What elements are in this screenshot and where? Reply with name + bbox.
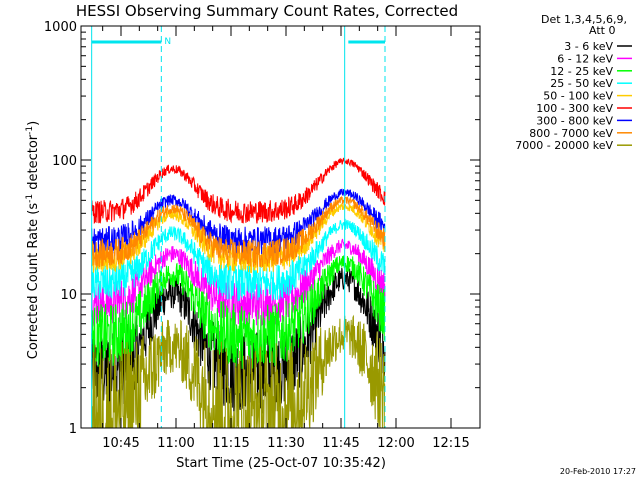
x-tick-label: 12:00: [377, 436, 414, 451]
legend-header: Det 1,3,4,5,6,9,: [541, 13, 627, 26]
series-line: [91, 157, 386, 224]
y-axis-label-part2: detector: [26, 134, 41, 194]
axes: 1 10 100 1000 10:45 11:00 11:15 11:30 11:45 12:00…: [44, 20, 481, 451]
legend-label: 3 - 6 keV: [564, 40, 613, 53]
series-line: [91, 188, 386, 255]
plot-frame: [80, 25, 481, 429]
legend-label: 12 - 25 keV: [550, 65, 613, 78]
y-tick-label: 1: [69, 422, 77, 437]
plot-area: [91, 157, 386, 428]
y-tick-label: 10: [60, 288, 77, 303]
legend-label: 25 - 50 keV: [550, 77, 613, 90]
y-axis-label-part3: ): [26, 121, 41, 126]
series-line: [91, 314, 386, 428]
chart-title: HESSI Observing Summary Count Rates, Cor…: [76, 2, 458, 20]
flag-overlay: N: [91, 26, 386, 428]
legend-label: 6 - 12 keV: [557, 52, 613, 65]
legend-label: 7000 - 20000 keV: [515, 139, 613, 152]
y-tick-label: 100: [52, 154, 77, 169]
x-tick-label: 11:30: [267, 436, 304, 451]
legend-header: Att 0: [589, 24, 615, 37]
svg-text:Corrected Count Rate (s-1 dete: Corrected Count Rate (s-1 detector-1): [25, 121, 41, 359]
footer-timestamp: 20-Feb-2010 17:27: [560, 467, 636, 476]
legend-label: 300 - 800 keV: [536, 114, 613, 127]
series-line: [91, 195, 386, 268]
x-axis-label: Start Time (25-Oct-07 10:35:42): [176, 456, 386, 471]
y-axis-label: Corrected Count Rate (s-1 detector-1): [25, 121, 41, 359]
y-axis-label-sup1: -1: [25, 194, 35, 203]
x-tick-label: 10:45: [102, 436, 139, 451]
x-tick-label: 11:15: [212, 436, 249, 451]
y-axis-label-part1: Corrected Count Rate (s: [26, 203, 41, 360]
legend-label: 50 - 100 keV: [543, 90, 613, 103]
legend-label: 100 - 300 keV: [536, 102, 613, 115]
y-tick-label: 1000: [44, 20, 77, 35]
series-line: [91, 218, 386, 302]
x-tick-label: 11:00: [157, 436, 194, 451]
night-flag-label: N: [164, 37, 171, 47]
y-axis-label-sup2: -1: [25, 126, 35, 135]
x-tick-label: 11:45: [322, 436, 359, 451]
legend-label: 800 - 7000 keV: [529, 127, 613, 140]
x-tick-label: 12:15: [432, 436, 469, 451]
series-line: [91, 255, 386, 369]
